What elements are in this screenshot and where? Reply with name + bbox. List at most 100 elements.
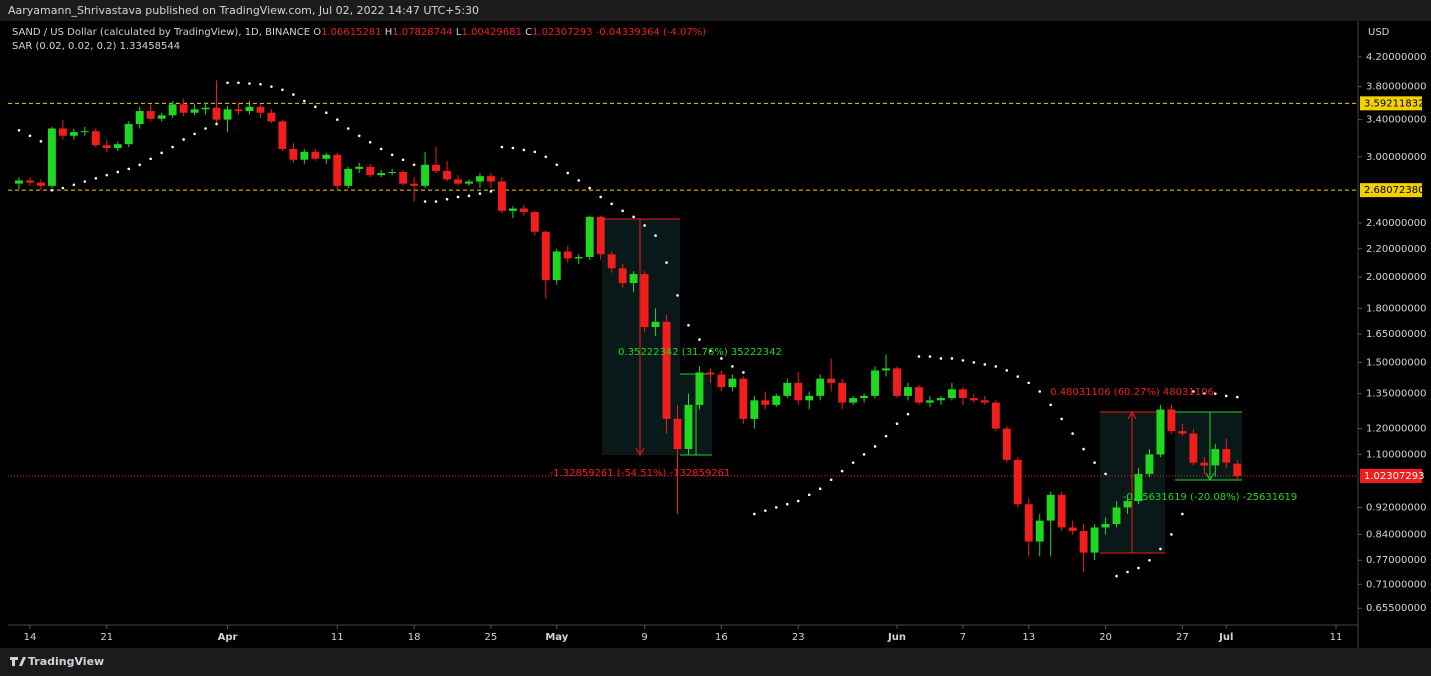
candle-body (465, 181, 473, 184)
sar-dot (599, 195, 602, 199)
sar-dot (687, 323, 690, 327)
sar-dot (610, 202, 613, 206)
candle-body (1079, 530, 1088, 553)
sar-dot (500, 145, 504, 149)
candle-body (410, 183, 419, 186)
candle-body (552, 251, 561, 281)
change: -0.04339364 (595, 27, 660, 38)
last-price-label: 1.02307293 (1364, 471, 1424, 482)
sar-dot (742, 371, 745, 374)
candle-body (245, 106, 254, 112)
x-tick-label: 25 (485, 632, 498, 643)
candle-body (223, 109, 232, 120)
candle-body (399, 171, 408, 184)
sar-dot (259, 83, 262, 86)
candle-body (991, 402, 1000, 429)
x-tick-label: 13 (1022, 632, 1035, 643)
sar-dot (467, 194, 471, 198)
candle-body (300, 151, 309, 160)
sar-dot (160, 151, 163, 155)
candle-body (926, 400, 934, 403)
candle-body (15, 180, 23, 184)
x-tick-label: 11 (331, 632, 344, 643)
candle-body (1189, 433, 1198, 463)
sar-dot (390, 153, 394, 157)
candle-body (871, 370, 880, 396)
candle-body (772, 395, 781, 405)
candle-body (783, 382, 792, 396)
candle-body (695, 372, 704, 405)
candle-body (728, 378, 737, 388)
candle-body (486, 176, 495, 182)
candle-body (893, 368, 901, 396)
sar-dot (182, 138, 185, 141)
sar-dot (961, 359, 965, 362)
candle-body (113, 144, 122, 148)
footer-bar (0, 648, 1431, 676)
sar-dot (127, 167, 131, 171)
candle-body (1211, 449, 1220, 466)
candle-body (574, 256, 583, 259)
candle-body (36, 182, 45, 186)
symbol-title: SAND / US Dollar (calculated by TradingV… (12, 27, 311, 38)
indicator-legend: SAR (0.02, 0.02, 0.2) 1.33458544 (12, 41, 180, 52)
candle-body (706, 372, 715, 375)
y-tick-label: 0.65500000 (1366, 603, 1426, 614)
y-tick-label: 2.40000000 (1366, 218, 1426, 229)
sar-dot (303, 99, 306, 103)
sar-dot (346, 127, 350, 130)
candle-body (1035, 520, 1044, 542)
price-label: 3.59211832 (1364, 98, 1424, 109)
candle-body (969, 398, 978, 401)
sar-dot (555, 163, 559, 167)
sar-dot (511, 146, 515, 150)
ohlc-value: 1.02307293 (532, 27, 593, 38)
candle-body (1145, 454, 1154, 474)
price-label-box (1360, 183, 1422, 198)
candle-body (904, 387, 912, 396)
candle-body (157, 115, 166, 119)
sar-dot (829, 478, 833, 482)
x-tick-label: May (545, 632, 568, 643)
price-label-box (1360, 96, 1422, 111)
sar-dot (1170, 533, 1173, 536)
candle-body (366, 166, 375, 176)
sar-dot (544, 155, 548, 159)
sar-dot (1071, 432, 1074, 435)
candle-body (454, 179, 462, 184)
sar-dot (643, 224, 646, 227)
sar-dot (357, 134, 361, 138)
sar-dot (796, 499, 800, 503)
ohlc-value: 1.00429681 (461, 27, 522, 38)
candle-body (1090, 527, 1099, 553)
sar-dot (138, 163, 142, 167)
x-tick-label: 7 (960, 632, 966, 643)
candle-body (1167, 409, 1176, 432)
candle-body (508, 208, 517, 211)
candle-body (1222, 449, 1231, 463)
candle-body (47, 128, 56, 186)
sar-dot (1203, 392, 1206, 395)
candle-body (816, 378, 825, 396)
sar-dot (906, 412, 910, 416)
ohlc-letter: H (384, 27, 393, 38)
sar-dot (193, 132, 196, 136)
candle-body (1101, 524, 1110, 528)
candle-body (673, 418, 682, 450)
candle-body (124, 124, 133, 145)
sar-dot (423, 200, 427, 203)
ohlc-letter: O (313, 27, 322, 38)
candle-body (102, 145, 111, 148)
y-tick-label: 1.20000000 (1366, 424, 1426, 435)
y-tick-label: 2.00000000 (1366, 272, 1426, 283)
last-price-box (1360, 468, 1422, 483)
y-tick-label: 1.50000000 (1366, 357, 1426, 368)
sar-dot (39, 140, 43, 143)
candle-body (563, 251, 572, 259)
candle-body (827, 378, 836, 383)
measure-label: -0.25631619 (-20.08%) -25631619 (1123, 492, 1297, 503)
candle-body (201, 107, 210, 110)
candle-body (91, 131, 100, 146)
y-tick-label: 1.65000000 (1366, 329, 1426, 340)
